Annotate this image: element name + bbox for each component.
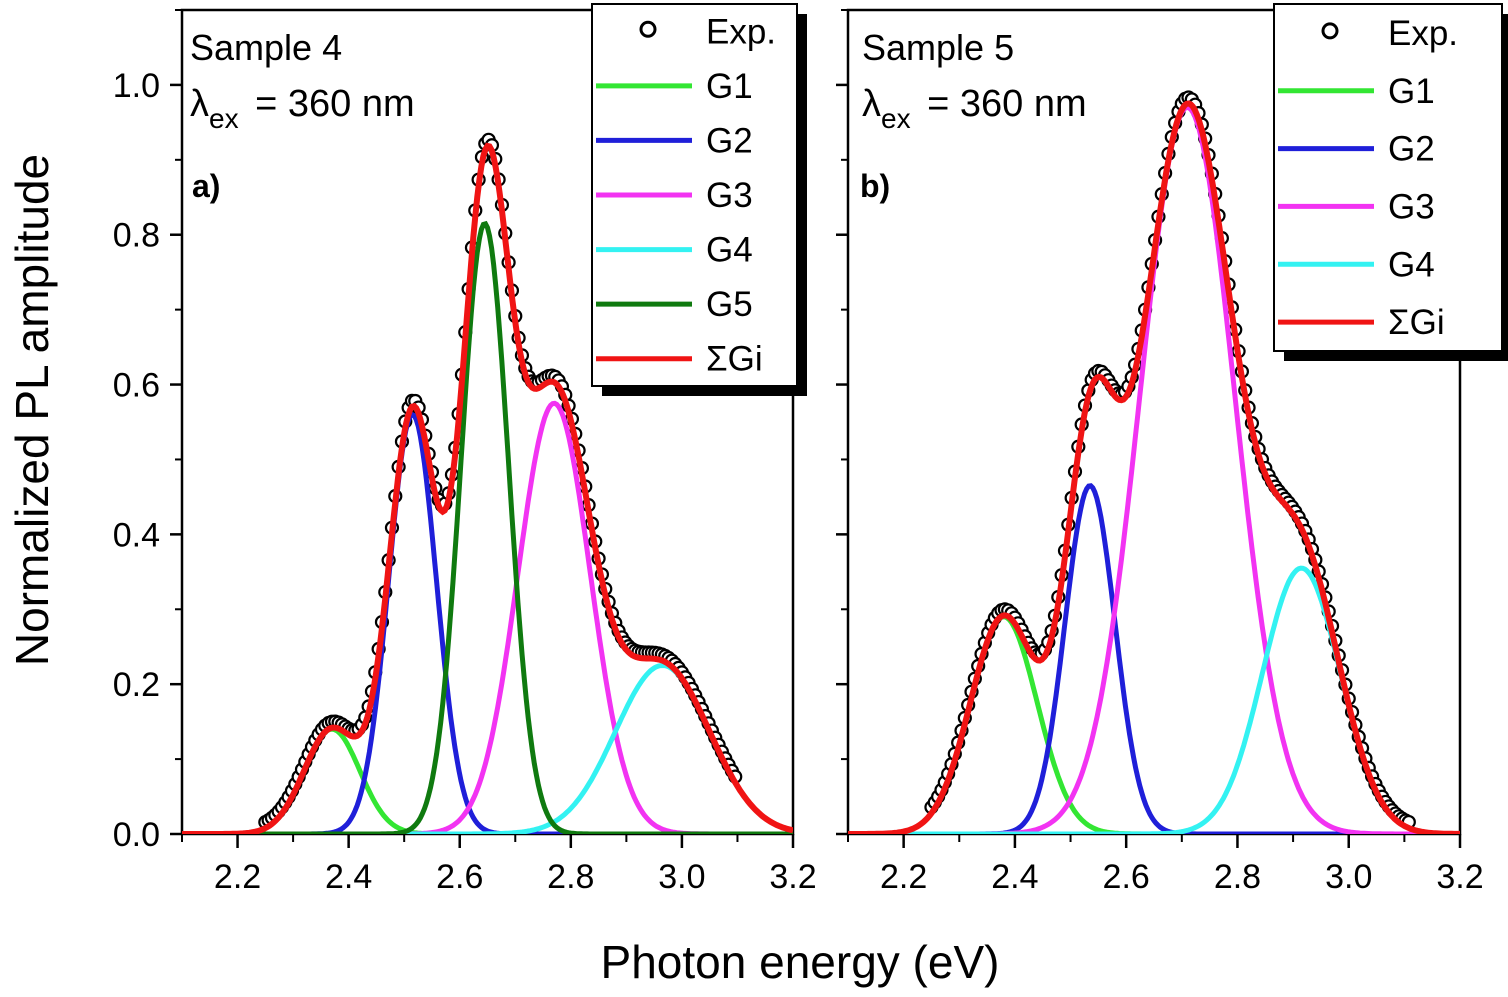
legend-label: G2 [1388, 130, 1435, 169]
x-tick-label: 3.2 [769, 858, 816, 896]
x-tick-label: 3.0 [658, 858, 705, 896]
y-tick-label: 0.0 [113, 816, 160, 854]
legend-label: Exp. [1388, 14, 1458, 53]
excitation-label: λex = 360 nm [190, 83, 415, 134]
excitation-label: λex = 360 nm [862, 83, 1087, 134]
x-tick-label: 2.6 [1103, 858, 1150, 896]
legend-box [591, 3, 798, 387]
y-tick-label: 0.4 [113, 516, 160, 554]
x-tick-label: 2.8 [1214, 858, 1261, 896]
sample-title: Sample 5 [862, 27, 1014, 68]
x-tick-label: 2.8 [547, 858, 594, 896]
y-tick-label: 1.0 [113, 67, 160, 105]
legend-label: G1 [706, 67, 753, 106]
series-g2 [848, 483, 1460, 834]
x-tick-label: 2.2 [214, 858, 261, 896]
series-sum [848, 100, 1460, 834]
series-g3 [182, 400, 793, 834]
legend-label: G2 [706, 121, 753, 160]
panel-label: b) [860, 168, 890, 204]
x-tick-label: 3.2 [1436, 858, 1483, 896]
legend-label: G1 [1388, 72, 1435, 111]
legend-box [1273, 3, 1503, 352]
legend-label: G4 [1388, 245, 1435, 284]
legend-label: G5 [706, 285, 753, 324]
legend-label: G4 [706, 231, 753, 270]
x-tick-label: 2.4 [991, 858, 1038, 896]
x-tick-label: 2.2 [880, 858, 927, 896]
y-tick-label: 0.8 [113, 217, 160, 255]
curves [182, 132, 793, 834]
x-axis-label: Photon energy (eV) [601, 936, 1000, 988]
panel-b: 2.2 2.4 2.6 2.8 3.0 3.2 Sample 5 λex = 360 nm b)… [836, 3, 1508, 896]
legend-label: Exp. [706, 12, 776, 51]
x-tick-label: 2.4 [325, 858, 372, 896]
legend-marker-exp [1321, 22, 1339, 40]
sample-title: Sample 4 [190, 27, 342, 68]
curves [848, 90, 1460, 834]
panel-a: 2.2 2.4 2.6 2.8 3.0 3.2 0.0 0.2 0.4 0.6 0.8 1.0 Samp… [113, 3, 817, 896]
y-tick-label: 0.2 [113, 666, 160, 704]
x-tick-label: 2.6 [436, 858, 483, 896]
series-g5 [182, 220, 793, 834]
legend-label: ΣGi [1388, 303, 1445, 342]
legend-label: G3 [1388, 187, 1435, 226]
legend-label: G3 [706, 176, 753, 215]
legend-label: ΣGi [706, 340, 763, 379]
x-tick-label: 3.0 [1325, 858, 1372, 896]
panel-label: a) [192, 168, 220, 204]
series-sum [182, 142, 793, 834]
legend-marker-exp [639, 20, 657, 38]
y-axis-label: Normalized PL amplitude [6, 154, 58, 666]
series-g2 [182, 411, 793, 834]
y-tick-label: 0.6 [113, 367, 160, 405]
